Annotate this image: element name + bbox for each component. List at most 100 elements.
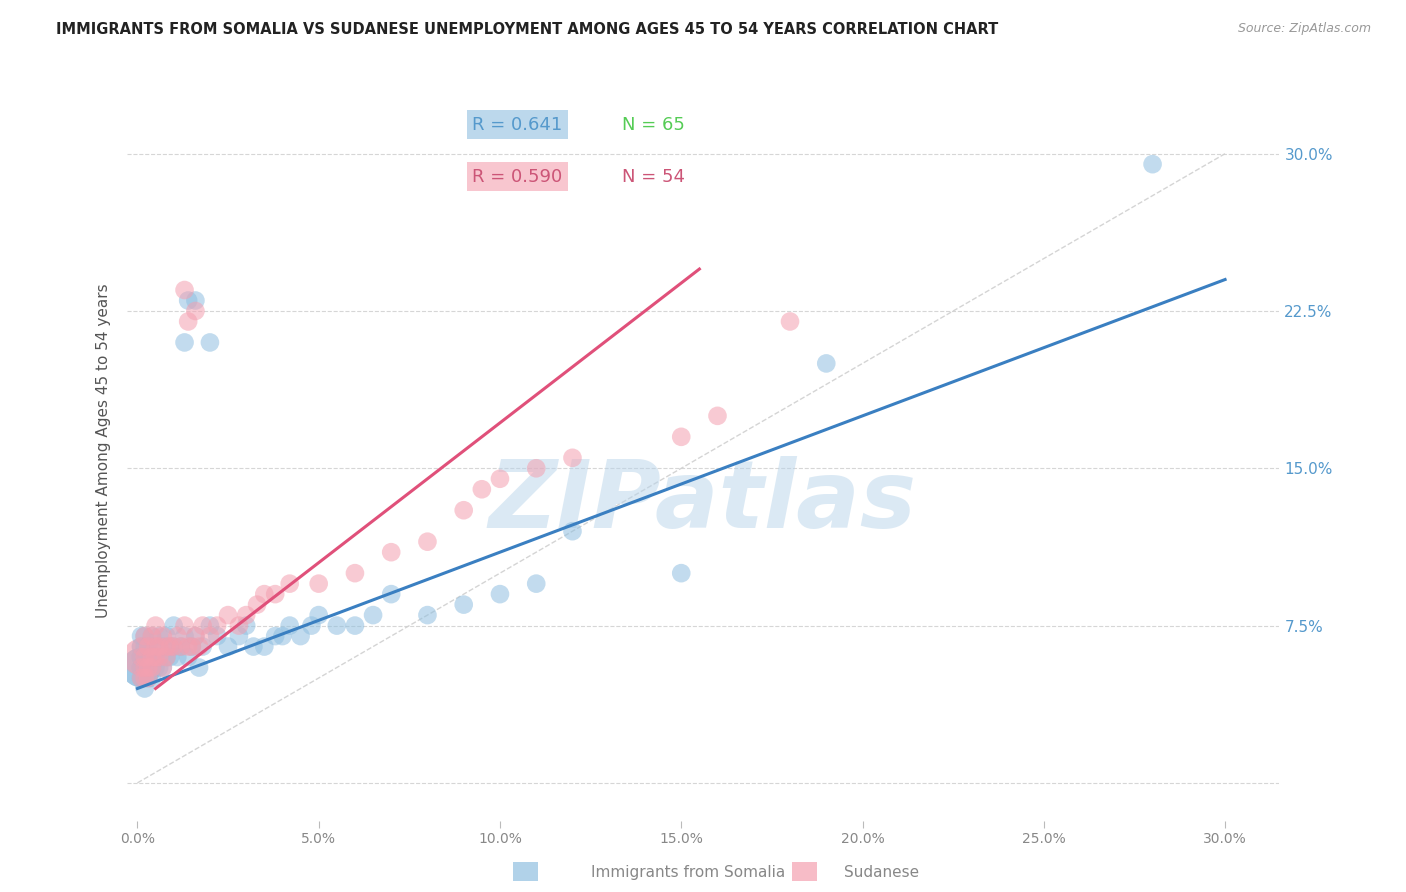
Point [159, 640, 181, 654]
Point [170, 640, 193, 654]
Point [198, 618, 221, 632]
Point [129, 660, 152, 674]
Text: N = 65: N = 65 [623, 116, 685, 134]
Point [278, 618, 301, 632]
Text: IMMIGRANTS FROM SOMALIA VS SUDANESE UNEMPLOYMENT AMONG AGES 45 TO 54 YEARS CORRE: IMMIGRANTS FROM SOMALIA VS SUDANESE UNEM… [56, 22, 998, 37]
Point [271, 629, 294, 643]
Point [129, 660, 152, 674]
Text: Source: ZipAtlas.com: Source: ZipAtlas.com [1237, 22, 1371, 36]
Point [141, 671, 163, 685]
Point [246, 598, 269, 612]
Point [129, 671, 152, 685]
Point [129, 650, 152, 665]
Point [129, 660, 152, 674]
Point [380, 545, 402, 559]
Point [134, 660, 156, 674]
Point [235, 608, 257, 623]
Point [264, 629, 287, 643]
Point [134, 681, 156, 696]
Point [191, 640, 214, 654]
Point [129, 650, 152, 665]
Point [129, 640, 152, 654]
Point [343, 618, 366, 632]
Point [155, 629, 177, 643]
Point [129, 660, 152, 674]
Point [141, 650, 163, 665]
Point [145, 650, 167, 665]
Point [145, 660, 167, 674]
Point [217, 640, 239, 654]
Point [134, 640, 156, 654]
Text: R = 0.641: R = 0.641 [472, 116, 562, 134]
Point [166, 629, 188, 643]
Point [180, 640, 202, 654]
Point [141, 650, 163, 665]
Point [177, 293, 200, 308]
Point [308, 608, 330, 623]
Point [141, 660, 163, 674]
Point [129, 660, 152, 674]
Point [129, 660, 152, 674]
Point [489, 472, 512, 486]
Text: ZIPatlas: ZIPatlas [489, 457, 917, 549]
Point [177, 314, 200, 328]
Point [148, 650, 170, 665]
Point [134, 629, 156, 643]
Point [163, 640, 186, 654]
Point [671, 430, 693, 444]
Point [524, 576, 547, 591]
Point [217, 608, 239, 623]
Point [136, 660, 159, 674]
Point [148, 650, 170, 665]
Point [136, 671, 159, 685]
Point [290, 629, 312, 643]
Point [301, 618, 323, 632]
Point [134, 671, 156, 685]
Point [148, 629, 170, 643]
Point [253, 640, 276, 654]
Point [145, 640, 167, 654]
Point [184, 304, 207, 318]
Point [145, 618, 167, 632]
Point [343, 566, 366, 581]
Point [129, 660, 152, 674]
Point [129, 671, 152, 685]
Point [152, 629, 174, 643]
Point [159, 650, 181, 665]
Point [173, 629, 195, 643]
Text: R = 0.590: R = 0.590 [472, 168, 562, 186]
Point [136, 660, 159, 674]
Point [155, 650, 177, 665]
Point [184, 629, 207, 643]
Point [242, 640, 264, 654]
Point [671, 566, 693, 581]
Point [471, 482, 494, 496]
Point [416, 608, 439, 623]
Point [152, 640, 174, 654]
Point [173, 618, 195, 632]
Point [136, 640, 159, 654]
Text: N = 54: N = 54 [623, 168, 685, 186]
Point [180, 640, 202, 654]
Point [173, 283, 195, 297]
Point [163, 618, 186, 632]
Point [129, 660, 152, 674]
Point [148, 640, 170, 654]
Point [159, 640, 181, 654]
Point [453, 598, 475, 612]
Point [188, 660, 211, 674]
Point [815, 356, 838, 370]
Point [129, 650, 152, 665]
Point [228, 629, 250, 643]
Point [145, 650, 167, 665]
Point [134, 660, 156, 674]
Point [129, 629, 152, 643]
Point [706, 409, 728, 423]
Point [166, 650, 188, 665]
Point [141, 629, 163, 643]
Point [129, 650, 152, 665]
Point [141, 660, 163, 674]
Point [326, 618, 349, 632]
Point [264, 587, 287, 601]
Point [198, 335, 221, 350]
